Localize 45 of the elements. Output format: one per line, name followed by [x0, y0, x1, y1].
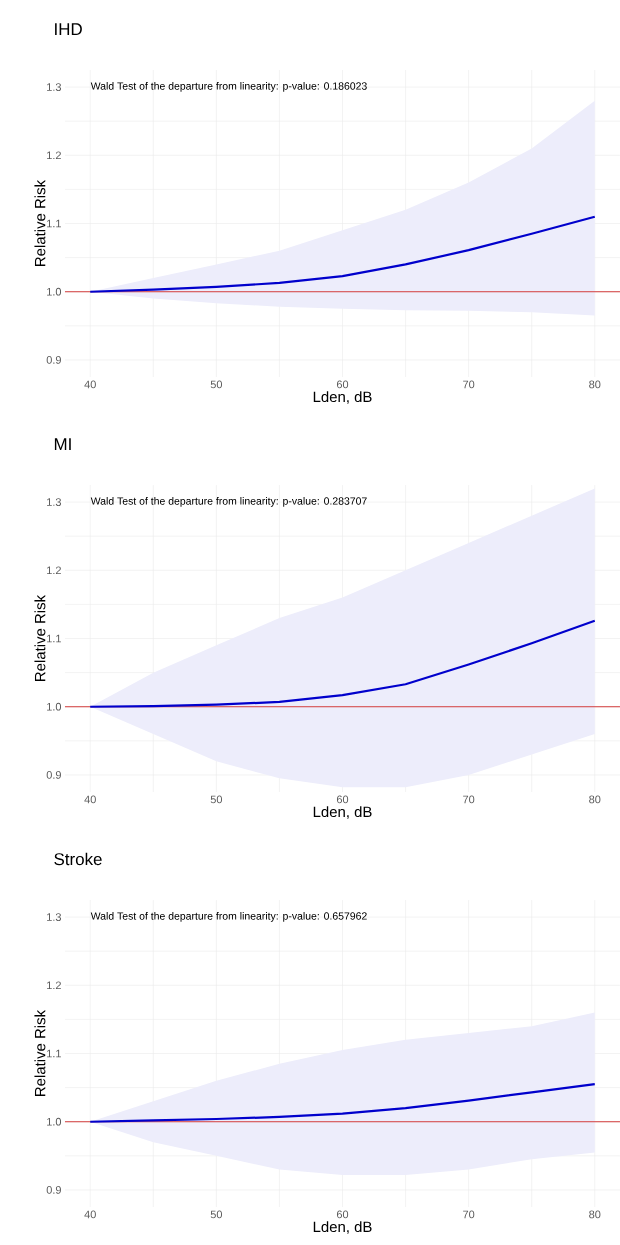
- y-axis-title: Relative Risk: [34, 1009, 46, 1096]
- chart-title: Stroke: [54, 852, 102, 866]
- line-series: [89, 1083, 596, 1123]
- x-tick-label: 40: [84, 1210, 96, 1219]
- x-tick-label: 70: [463, 380, 475, 389]
- y-tick-label: 1.1: [47, 1049, 61, 1058]
- x-axis-title: Lden, dB: [313, 806, 372, 819]
- x-tick-label: 80: [589, 795, 601, 804]
- x-tick-label: 80: [589, 1210, 601, 1219]
- annotation: Wald Test of the departure from linearity: p-value: 0.657962: [90, 912, 367, 922]
- line-series: [89, 215, 596, 293]
- x-axis-title: Lden, dB: [313, 1221, 372, 1234]
- y-axis-title: Relative Risk: [34, 179, 46, 266]
- line-series: [89, 619, 596, 708]
- x-tick-label: 60: [336, 380, 349, 389]
- y-tick-label: 1.3: [47, 83, 61, 91]
- x-tick-label: 40: [84, 795, 96, 804]
- y-tick-label: 1.3: [47, 913, 61, 921]
- x-tick-label: 60: [336, 795, 349, 804]
- y-tick-label: 0.9: [46, 1186, 61, 1194]
- x-tick-label: 50: [210, 795, 223, 804]
- x-tick-label: 50: [210, 380, 223, 389]
- annotation: Wald Test of the departure from linearity: p-value: 0.283707: [90, 497, 367, 507]
- x-tick-label: 80: [589, 380, 601, 389]
- text: 1.0: [47, 1117, 62, 1126]
- x-tick-label: 40: [84, 380, 96, 389]
- x-tick-label: 50: [210, 1210, 223, 1219]
- annotation: Wald Test of the departure from linearity: p-value: 0.186023: [90, 82, 367, 92]
- x-tick-label: 70: [463, 1210, 475, 1219]
- x-tick-label: 70: [463, 795, 475, 804]
- y-tick-label: 0.9: [46, 771, 61, 779]
- chart-title: IHD: [55, 23, 82, 36]
- text: 1.0: [47, 287, 62, 296]
- y-tick-label: 1.2: [47, 981, 61, 990]
- x-axis-title: Lden, dB: [313, 391, 372, 404]
- y-tick-label: 0.9: [46, 356, 61, 364]
- y-axis-title: Relative Risk: [34, 594, 46, 681]
- y-tick-label: 1.2: [47, 151, 61, 160]
- text: 1.0: [47, 702, 62, 711]
- y-tick-label: 1.1: [47, 219, 61, 228]
- y-tick-label: 1.3: [47, 498, 61, 506]
- chart-title: MI: [54, 438, 71, 451]
- y-tick-label: 1.2: [47, 566, 61, 575]
- y-tick-label: 1.1: [47, 634, 61, 643]
- x-tick-label: 60: [336, 1210, 349, 1219]
